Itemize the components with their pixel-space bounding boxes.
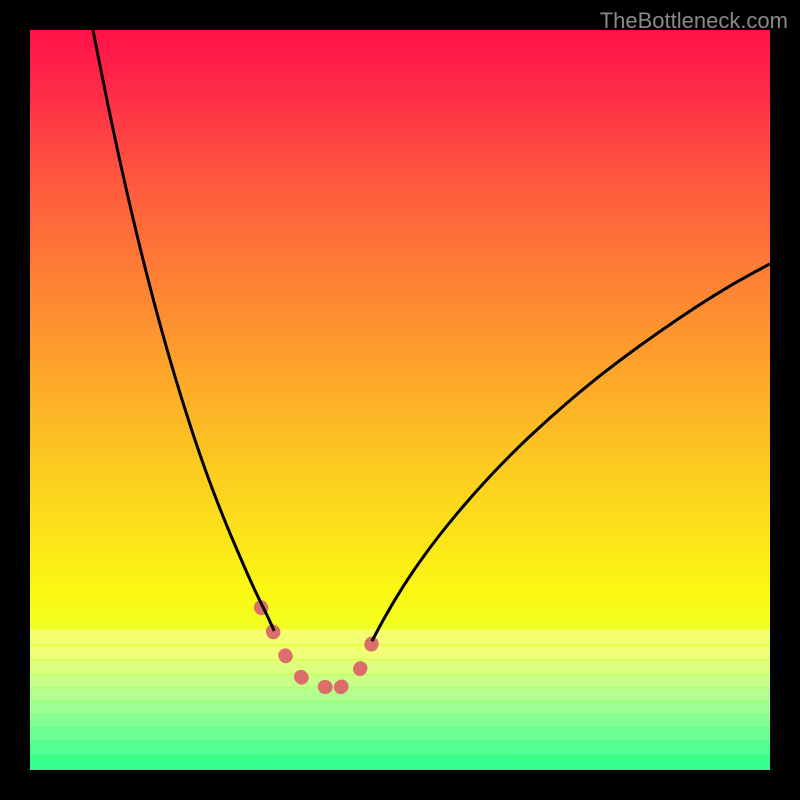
curve-layer [30,30,770,770]
bottleneck-curve-left [93,30,274,631]
watermark-text: TheBottleneck.com [600,8,788,34]
highlight-right-dots [341,622,381,687]
highlight-left-dots [261,607,341,687]
plot-area [30,30,770,770]
bottleneck-curve-right [372,264,770,641]
